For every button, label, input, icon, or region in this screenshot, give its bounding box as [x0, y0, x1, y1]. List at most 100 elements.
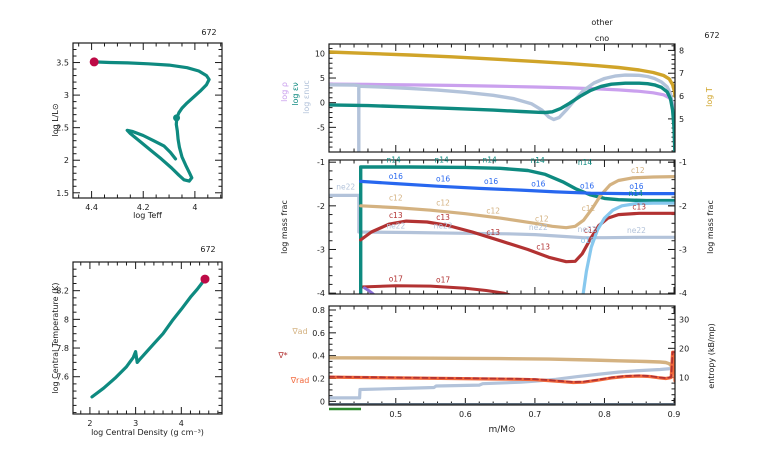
- y-tick-label: 2: [64, 156, 69, 165]
- y-tick-label: 10: [315, 49, 325, 58]
- profile-gradients-curve-grad-ad: [329, 356, 675, 370]
- curve-label-c13: c13: [536, 242, 550, 251]
- profile-abundances-curve-o16: [359, 179, 675, 196]
- profile-gradients-curve-grad-star: [329, 351, 675, 383]
- profile-abundances-curve-o18: [581, 201, 675, 294]
- y2-tick-label: 5: [679, 115, 684, 124]
- x-tick-label: 0.6: [459, 410, 472, 419]
- curve-label-o16: o16: [531, 180, 545, 189]
- curve-label-c12: c12: [389, 194, 403, 203]
- y-tick-label: 0.8: [312, 306, 325, 315]
- bottom-xlabel: m/M⊙: [488, 425, 515, 435]
- x-tick-label: 4: [179, 419, 184, 428]
- top-ylabel-epsnuc: log εnuc: [302, 80, 311, 114]
- profile-gradients-frame: [328, 305, 676, 406]
- y2-tick-label: 8: [679, 46, 684, 55]
- curve-label-o17: o17: [389, 274, 403, 283]
- y-tick-label: -4: [317, 289, 325, 298]
- hr-ylabel: log L/L⊙: [51, 103, 60, 136]
- y-tick-label: 0.2: [312, 375, 325, 384]
- profile-abundances-curve-o17: [359, 284, 513, 294]
- profile-top-curve-log-rho: [329, 82, 675, 120]
- burn-label-cno: cno: [595, 34, 609, 43]
- bottom-y2label-entropy: entropy (kB/mp): [707, 323, 716, 388]
- curve-label-c13: c13: [389, 211, 403, 220]
- y2-tick-label: -2: [679, 202, 687, 211]
- x-tick-label: 4.2: [137, 203, 150, 212]
- curve-label-c12: c12: [631, 166, 645, 175]
- model-number-hr: 672: [201, 28, 216, 37]
- curve-label-c12: c12: [535, 215, 549, 224]
- profile-top: 10 5 0 -5 8 7 6 5: [315, 43, 684, 153]
- y-tick-label: 7.6: [56, 373, 69, 382]
- central-t-rho-frame: [72, 261, 223, 415]
- top-ylabel-epsnu: log εν: [291, 82, 300, 106]
- curve-label-c13: c13: [436, 213, 450, 222]
- curve-label-ne22: ne22: [578, 225, 597, 234]
- curve-label-ne22: ne22: [386, 222, 405, 231]
- profile-top-curve-log-eps-nuc: [329, 83, 361, 152]
- y2-tick-label: 6: [679, 92, 684, 101]
- profile-abundances-curve-n14: [359, 165, 675, 294]
- curve-label-c12: c12: [486, 206, 500, 215]
- current-model-dot: [200, 274, 210, 284]
- y-tick-label: 0: [320, 397, 325, 406]
- y-tick-label: -5: [317, 123, 325, 132]
- model-number-trho: 672: [200, 245, 215, 254]
- y2-tick-label: -3: [679, 245, 687, 254]
- curve-label-o18: o18: [581, 236, 595, 245]
- y-tick-label: -3: [317, 245, 325, 254]
- x-tick-label: 0.5: [389, 410, 402, 419]
- curve-label-c13: c13: [584, 226, 598, 235]
- current-model-dot: [89, 57, 99, 67]
- profile-abundances-frame: [328, 159, 676, 295]
- profile-abundances-curve-c13: [359, 211, 675, 264]
- hr-diagram: 4.4 4.2 4 1.5 2 2.5 3 3.5: [56, 42, 223, 212]
- profile-gradients: 0.5 0.6 0.7 0.8 0.9 0 0.2 0.4 0.6 0.8 10 20 30: [312, 305, 689, 419]
- curve-label-c13: c13: [632, 202, 646, 211]
- grad-star-label: ∇*: [277, 351, 287, 360]
- x-tick-label: 0.7: [529, 410, 542, 419]
- y2-tick-label: 20: [679, 344, 689, 353]
- curve-label-n14: n14: [387, 156, 402, 165]
- y-tick-label: 3.5: [56, 59, 69, 68]
- hr-diagram-curve-evolution-track: [92, 60, 211, 183]
- profile-gradients-curve-entropy: [329, 364, 675, 400]
- central-t-rho: 2 3 4 7.6 7.8 8 8.2: [56, 261, 223, 428]
- top-ylabel-rho: log ρ: [280, 82, 289, 102]
- y-tick-label: -2: [317, 202, 325, 211]
- trho-ylabel: log Central Temperature (K): [51, 282, 60, 393]
- y2-tick-label: -1: [679, 158, 687, 167]
- grad-ad-label: ∇ad: [291, 327, 307, 336]
- y-tick-label: 0: [320, 99, 325, 108]
- grad-rad-label: ∇rad: [290, 376, 310, 385]
- profile-abundances-curve-c12: [359, 175, 675, 230]
- x-tick-label: 2: [87, 419, 92, 428]
- y-tick-label: 0.4: [312, 352, 325, 361]
- curve-label-n14: n14: [531, 156, 546, 165]
- profile-abundances-curve-ne22: [329, 193, 675, 240]
- hr-xlabel: log Teff: [133, 211, 162, 220]
- y-tick-label: 0.6: [312, 329, 325, 338]
- mid-y2label: log mass frac: [706, 200, 715, 254]
- burn-label-other: other: [591, 18, 613, 27]
- curve-label-ne22: ne22: [336, 183, 355, 192]
- top-y2label-logt: log T: [705, 87, 714, 107]
- central-t-rho-series: [90, 277, 207, 399]
- curve-label-o16: o16: [484, 177, 498, 186]
- curve-label-o16: o16: [436, 174, 450, 183]
- model-number-profiles: 672: [704, 31, 719, 40]
- x-tick-label: 0.8: [598, 410, 611, 419]
- profile-top-frame: [328, 43, 676, 153]
- curve-label-o16: o16: [580, 181, 594, 190]
- x-tick-label: 4: [192, 203, 197, 212]
- profile-top-curve-log-eps-nu: [329, 81, 675, 152]
- profile-top-series: [329, 50, 675, 152]
- profile-abundances-series: [329, 165, 675, 294]
- trho-xlabel: log Central Density (g cm⁻³): [91, 428, 204, 437]
- curve-label-ne22: ne22: [627, 226, 646, 235]
- curve-label-ne22: ne22: [434, 222, 453, 231]
